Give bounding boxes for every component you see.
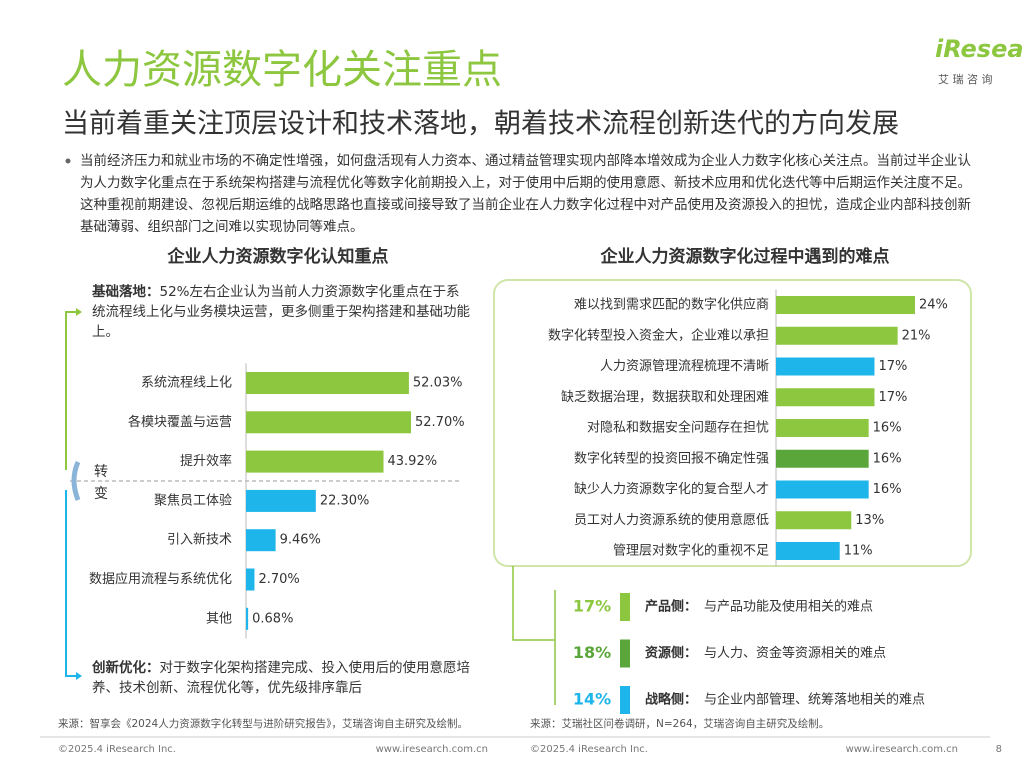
copyright: ©2025.4 iResearch Inc. [58, 744, 176, 755]
category-label: 管理层对数字化的重视不足 [613, 543, 769, 559]
annotation-label: 基础落地： [92, 284, 160, 300]
chart-title: 企业人力资源数字化认知重点 [167, 246, 389, 267]
value-label: 16% [873, 421, 902, 436]
bar [776, 511, 852, 530]
category-label: 聚焦员工体验 [154, 492, 232, 508]
bar [246, 529, 276, 552]
shift-arrow [71, 460, 81, 501]
bracket [65, 311, 76, 470]
page-number: 8 [996, 744, 1002, 755]
annotation-text: 对于数字化架构搭建完成、投入使用后的使用意愿培养、技术创新、流程优化等，优先级排… [92, 660, 470, 696]
category-label: 对隐私和数据安全问题存在担忧 [587, 420, 769, 436]
value-label: 43.92% [388, 454, 438, 469]
value-label: 17% [878, 390, 907, 405]
bar [246, 489, 316, 512]
category-label: 系统流程线上化 [141, 376, 232, 391]
bar [776, 542, 840, 560]
bar [246, 450, 384, 473]
value-label: 16% [873, 451, 902, 466]
group-marker [620, 639, 630, 668]
bar [246, 607, 249, 630]
url: www.iresearch.com.cn [846, 744, 958, 755]
bar [776, 480, 869, 499]
category-label: 难以找到需求匹配的数字化供应商 [574, 297, 769, 313]
arrow [76, 672, 82, 680]
group-desc: 与产品功能及使用相关的难点 [704, 599, 873, 615]
annotation-text: 52%左右企业认为当前人力资源数字化重点在于系统流程线上化与业务模块运营，更多侧… [92, 284, 470, 340]
arrow [76, 308, 82, 316]
annotation-label: 创新优化： [92, 660, 160, 676]
category-label: 引入新技术 [167, 532, 232, 548]
value-label: 24% [919, 298, 948, 313]
bar [776, 326, 898, 345]
value-label: 22.30% [320, 493, 370, 508]
category-label: 缺少人力资源数字化的复合型人才 [574, 481, 769, 497]
category-label: 各模块覆盖与运营 [128, 414, 232, 430]
value-label: 0.68% [252, 611, 293, 626]
category-label: 缺乏数据治理，数据获取和处理困难 [561, 390, 769, 405]
category-label: 数据应用流程与系统优化 [89, 571, 232, 587]
group-label: 战略侧： [645, 692, 697, 708]
chart-frame [493, 279, 972, 567]
url: www.iresearch.com.cn [376, 744, 488, 755]
bar [776, 357, 875, 376]
title: 人力资源数字化关注重点 [62, 47, 502, 93]
group-marker [620, 593, 630, 621]
chart-title: 企业人力资源数字化过程中遇到的难点 [600, 246, 890, 267]
value-label: 13% [855, 513, 884, 528]
group-share: 18% [573, 643, 611, 662]
logo-sub: 艾 瑞 咨 询 [938, 72, 993, 86]
group-share: 14% [573, 690, 611, 709]
bracket [65, 490, 76, 677]
bar [776, 449, 869, 468]
group-share: 17% [573, 597, 611, 616]
value-label: 52.03% [413, 376, 463, 391]
value-label: 2.70% [258, 572, 299, 587]
category-label: 员工对人力资源系统的使用意愿低 [574, 512, 769, 528]
value-label: 17% [878, 359, 907, 374]
value-label: 21% [902, 328, 931, 343]
bar [776, 296, 915, 314]
group-label: 资源侧： [645, 645, 697, 661]
bar [246, 411, 411, 434]
bar [776, 388, 875, 407]
copyright: ©2025.4 iResearch Inc. [530, 744, 648, 755]
value-label: 11% [844, 544, 873, 559]
value-label: 16% [873, 482, 902, 497]
bullet-text: 当前经济压力和就业市场的不确定性增强，如何盘活现有人力资本、通过精益管理实现内部… [80, 153, 971, 235]
category-label: 其他 [206, 611, 232, 626]
group-label: 产品侧： [645, 599, 697, 615]
group-desc: 与企业内部管理、统筹落地相关的难点 [704, 692, 925, 708]
group-marker [620, 686, 630, 714]
group-desc: 与人力、资金等资源相关的难点 [704, 645, 886, 661]
bar [246, 568, 255, 591]
annotation: 创新优化：对于数字化架构搭建完成、投入使用后的使用意愿培养、技术创新、流程优化等… [92, 658, 470, 698]
category-label: 数字化转型投入资金大，企业难以承担 [548, 327, 769, 343]
value-label: 52.70% [415, 415, 465, 430]
category-label: 数字化转型的投资回报不确定性强 [574, 450, 769, 466]
category-label: 人力资源管理流程梳理不清晰 [600, 359, 769, 374]
shift-label: 转变 [94, 464, 108, 502]
subtitle: 当前着重关注顶层设计和技术落地，朝着技术流程创新迭代的方向发展 [62, 109, 899, 140]
bar [246, 372, 409, 394]
bullet-dot [65, 158, 71, 164]
bar [776, 419, 869, 437]
source: 来源：艾瑞社区问卷调研，N=264，艾瑞咨询自主研究及绘制。 [530, 717, 829, 730]
logo: iResearch [935, 35, 1024, 63]
value-label: 9.46% [280, 533, 321, 548]
source: 来源：智享会《2024人力资源数字化转型与进阶研究报告》，艾瑞咨询自主研究及绘制… [58, 717, 468, 730]
connector [512, 566, 555, 641]
annotation: 基础落地：52%左右企业认为当前人力资源数字化重点在于系统流程线上化与业务模块运… [92, 282, 470, 342]
category-label: 提升效率 [180, 453, 232, 469]
